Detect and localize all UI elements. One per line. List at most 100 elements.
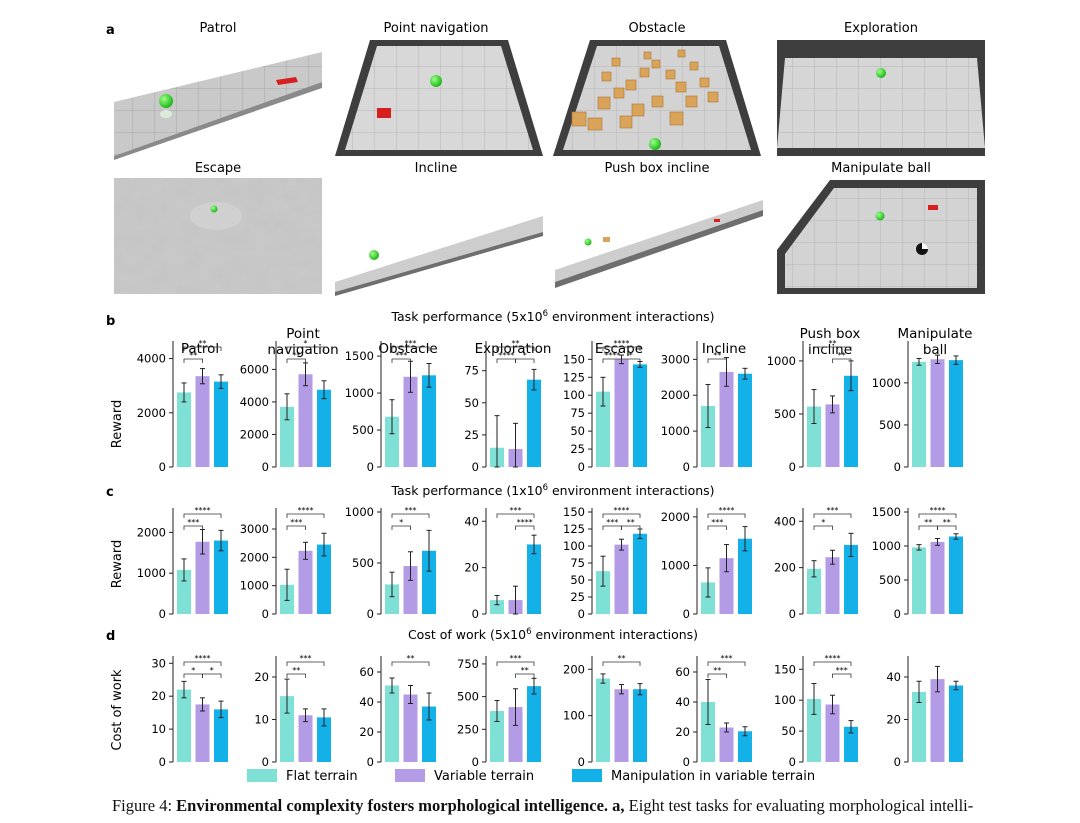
y-tick-label: 500 [457, 690, 479, 704]
y-tick-label: 2000 [137, 525, 166, 539]
significance-label: *** [187, 518, 199, 527]
significance-bracket [183, 661, 222, 666]
bar-variable-terrain [825, 404, 840, 467]
bar-flat-terrain [385, 685, 399, 762]
significance-label: ** [512, 339, 520, 348]
y-tick-label: 50 [464, 396, 479, 410]
significance-label: *** [827, 506, 839, 515]
y-tick-label: 0 [894, 755, 901, 769]
significance-bracket [621, 525, 641, 530]
bar-variable-terrain [298, 374, 313, 467]
y-tick-label: 4000 [240, 395, 269, 409]
y-tick-label: 10 [254, 713, 269, 727]
task-title-obstacle: Obstacle [628, 21, 685, 36]
significance-label: ** [627, 518, 635, 527]
bar-variable-terrain [403, 566, 418, 614]
subplot-title: Escape [595, 341, 643, 357]
bar-manipulation-in-variable-terrain [633, 689, 647, 762]
y-tick-label: 100 [774, 693, 796, 707]
bar-flat-terrain [280, 406, 294, 467]
tile-incline [335, 178, 543, 296]
y-tick-label: 10 [151, 722, 166, 736]
significance-bracket [391, 513, 430, 518]
significance-label: ** [189, 351, 197, 360]
significance-bracket [707, 673, 727, 678]
y-tick-label: 0 [472, 460, 479, 474]
bar-manipulation-in-variable-terrain [527, 686, 541, 762]
significance-label: *** [395, 351, 407, 360]
y-tick-label: 0 [683, 460, 690, 474]
bar-variable-terrain [298, 715, 313, 762]
y-tick-label: 20 [254, 670, 269, 684]
y-tick-label: 100 [563, 709, 585, 723]
subplot-1-2: 0 500 1000 **** [345, 505, 436, 621]
significance-label: **** [614, 506, 630, 515]
caption-rest: Eight test tasks for evaluating morpholo… [624, 796, 974, 815]
y-tick-label: 2000 [137, 406, 166, 420]
significance-bracket [621, 358, 641, 363]
significance-label: **** [719, 506, 735, 515]
bar-variable-terrain [403, 694, 418, 762]
subplot-2-5: 0 20 40 60 ***** [675, 654, 752, 769]
bar-manipulation-in-variable-terrain [317, 389, 331, 467]
significance-bracket [602, 513, 641, 518]
subplot-2-4: 0 100 200 ** [563, 654, 647, 769]
panel-c-title: Task performance (1x106 environment inte… [390, 483, 714, 498]
bar-manipulation-in-variable-terrain [527, 379, 541, 467]
significance-label: *** [405, 339, 417, 348]
task-title-exploration: Exploration [844, 21, 918, 36]
y-tick-label: 500 [879, 573, 901, 587]
significance-label: ** [407, 654, 415, 663]
bar-variable-terrain [825, 557, 840, 614]
significance-bracket [286, 346, 325, 351]
significance-bracket [183, 358, 203, 363]
legend-label-manip: Manipulation in variable terrain [611, 769, 815, 784]
bar-manipulation-in-variable-terrain [738, 731, 752, 762]
tile-patrol [114, 38, 322, 160]
bar-variable-terrain [930, 359, 945, 467]
significance-bracket [183, 525, 203, 530]
tile-point-navigation [335, 38, 543, 156]
bar-flat-terrain [385, 584, 399, 614]
y-tick-label: 75 [570, 406, 585, 420]
y-tick-label: 1000 [872, 539, 901, 553]
y-tick-label: 4000 [137, 352, 166, 366]
significance-label: *** [405, 506, 417, 515]
significance-bracket [515, 673, 535, 678]
y-axis-label: Reward [110, 540, 125, 588]
y-tick-label: 25 [570, 442, 585, 456]
y-tick-label: 2000 [661, 510, 690, 524]
y-tick-label: 0 [159, 755, 166, 769]
task-title-push-box-incline: Push box incline [604, 161, 709, 176]
bar-variable-terrain [195, 541, 210, 614]
legend-swatch-manip [572, 769, 602, 782]
bar-flat-terrain [177, 689, 191, 762]
bar-flat-terrain [596, 391, 610, 467]
y-tick-label: 25 [464, 428, 479, 442]
y-tick-label: 40 [675, 695, 690, 709]
y-tick-label: 125 [563, 522, 585, 536]
panel-d-title: Cost of work (5x106 environment interact… [408, 627, 698, 642]
bar-flat-terrain [807, 406, 821, 467]
y-tick-label: 75 [464, 364, 479, 378]
panel-a-tiles: Patrol Point navigation Obstacle Explora… [114, 21, 985, 296]
significance-label: **** [498, 351, 514, 360]
y-tick-label: 0 [789, 460, 796, 474]
bar-flat-terrain [701, 582, 715, 614]
y-tick-label: 400 [774, 514, 796, 528]
subplot-title: Patrol [181, 341, 219, 357]
y-tick-label: 60 [675, 665, 690, 679]
y-tick-label: 0 [262, 460, 269, 474]
bar-manipulation-in-variable-terrain [844, 726, 858, 762]
tile-manipulate-ball [777, 178, 985, 294]
chart-row-1: Reward010002000*******0100020003000*****… [110, 505, 963, 621]
caption-bold-panel: a, [608, 796, 625, 815]
bar-flat-terrain [596, 571, 610, 614]
bar-manipulation-in-variable-terrain [633, 364, 647, 467]
y-tick-label: 0 [367, 607, 374, 621]
